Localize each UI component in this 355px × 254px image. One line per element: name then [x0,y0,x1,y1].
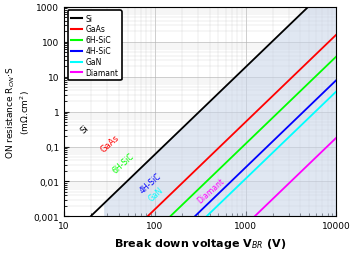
Si [172,135,176,138]
Line: GaAs: GaAs [64,35,337,254]
X-axis label: Break down voltage V$_{BR}$ (V): Break down voltage V$_{BR}$ (V) [114,236,286,250]
4H-SiC [274,137,279,140]
Si [90,214,94,217]
Diamant [279,189,284,192]
Si [62,240,66,243]
Diamant [274,194,279,197]
Text: GaAs: GaAs [99,132,121,153]
GaN [334,90,339,93]
Text: Si: Si [79,123,91,135]
Line: 4H-SiC: 4H-SiC [64,81,337,254]
GaAs [249,116,253,119]
GaN [182,236,186,240]
4H-SiC [334,79,339,82]
GaN [274,148,279,151]
GaAs [279,87,284,90]
Text: GaN: GaN [147,185,165,203]
Line: Si: Si [64,0,337,242]
Diamant [334,136,339,139]
Si [249,61,253,64]
Diamant [249,218,253,221]
Line: Diamant: Diamant [64,138,337,254]
6H-SiC [274,113,279,116]
6H-SiC [172,211,176,214]
GaAs [182,180,186,183]
Text: Diamant: Diamant [196,176,226,205]
Legend: Si, GaAs, 6H-SiC, 4H-SiC, GaN, Diamant: Si, GaAs, 6H-SiC, 4H-SiC, GaN, Diamant [68,11,122,81]
Si [279,32,284,35]
4H-SiC [249,161,253,164]
GaN [172,246,176,249]
GaN [249,172,253,175]
GaN [279,143,284,146]
GaAs [274,91,279,94]
Text: 6H-SiC: 6H-SiC [111,151,136,175]
6H-SiC [334,56,339,59]
4H-SiC [172,235,176,238]
GaAs [172,189,176,193]
Si [182,125,186,128]
Y-axis label: ON resistance R$_{ON}$$\cdot$S
(m$\Omega$.cm$^2$): ON resistance R$_{ON}$$\cdot$S (m$\Omega… [4,66,32,158]
6H-SiC [279,108,284,112]
GaAs [334,34,339,37]
4H-SiC [279,132,284,135]
Line: 6H-SiC: 6H-SiC [64,57,337,254]
6H-SiC [249,137,253,140]
4H-SiC [182,225,186,228]
Polygon shape [105,8,337,217]
Text: 4H-SiC: 4H-SiC [138,171,163,195]
Line: GaN: GaN [64,92,337,254]
6H-SiC [182,202,186,205]
Si [274,37,279,40]
